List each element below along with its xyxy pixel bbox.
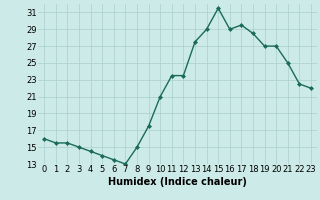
- X-axis label: Humidex (Indice chaleur): Humidex (Indice chaleur): [108, 177, 247, 187]
